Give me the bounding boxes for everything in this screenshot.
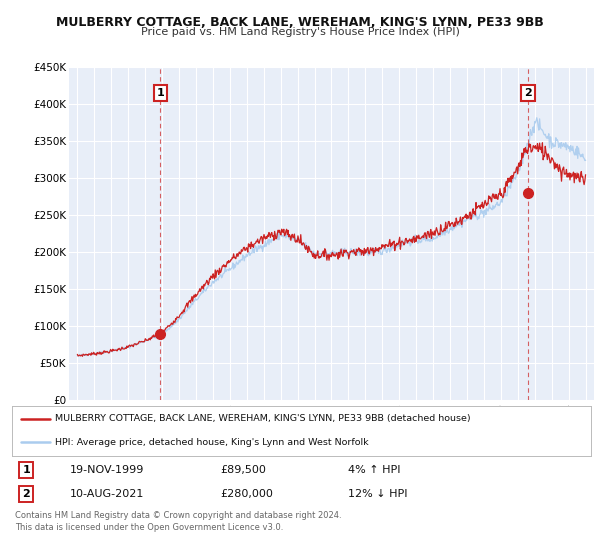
Text: 2: 2 bbox=[524, 88, 532, 98]
Text: 1: 1 bbox=[157, 88, 164, 98]
Text: 1: 1 bbox=[23, 465, 31, 475]
Text: 19-NOV-1999: 19-NOV-1999 bbox=[70, 465, 144, 475]
Text: MULBERRY COTTAGE, BACK LANE, WEREHAM, KING'S LYNN, PE33 9BB (detached house): MULBERRY COTTAGE, BACK LANE, WEREHAM, KI… bbox=[55, 414, 471, 423]
Text: 12% ↓ HPI: 12% ↓ HPI bbox=[348, 489, 407, 499]
Text: 4% ↑ HPI: 4% ↑ HPI bbox=[348, 465, 400, 475]
Text: £280,000: £280,000 bbox=[220, 489, 274, 499]
Text: HPI: Average price, detached house, King's Lynn and West Norfolk: HPI: Average price, detached house, King… bbox=[55, 438, 369, 447]
Text: Contains HM Land Registry data © Crown copyright and database right 2024.
This d: Contains HM Land Registry data © Crown c… bbox=[15, 511, 341, 531]
Text: MULBERRY COTTAGE, BACK LANE, WEREHAM, KING'S LYNN, PE33 9BB: MULBERRY COTTAGE, BACK LANE, WEREHAM, KI… bbox=[56, 16, 544, 29]
Text: Price paid vs. HM Land Registry's House Price Index (HPI): Price paid vs. HM Land Registry's House … bbox=[140, 27, 460, 37]
Text: £89,500: £89,500 bbox=[220, 465, 266, 475]
Text: 2: 2 bbox=[23, 489, 31, 499]
Text: 10-AUG-2021: 10-AUG-2021 bbox=[70, 489, 144, 499]
